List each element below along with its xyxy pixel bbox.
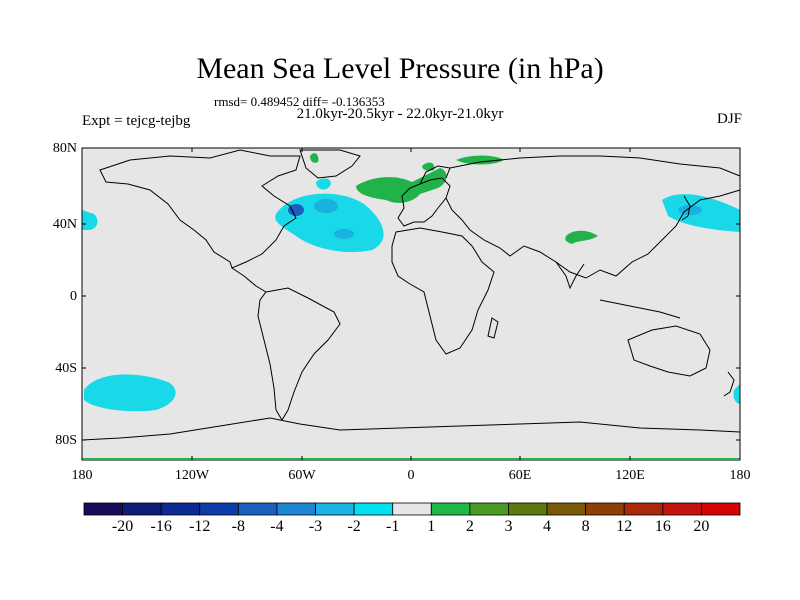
colorbar-box <box>199 502 239 516</box>
europe-coast <box>397 177 451 227</box>
central-asia-high <box>565 230 598 244</box>
colorbar-label: 20 <box>693 518 710 535</box>
antarctica-coast <box>81 417 741 441</box>
lat-label-80n: 80N <box>52 141 77 156</box>
lat-label-40s: 40S <box>55 361 77 376</box>
lat-label-80s: 80S <box>55 433 77 448</box>
greenland-coast <box>299 149 361 179</box>
colorbar-label: -12 <box>189 518 211 535</box>
new-zealand-coast <box>723 371 735 397</box>
experiment-label: Expt = tejcg-tejbg <box>82 113 191 129</box>
lon-label-180e: 180 <box>729 468 751 483</box>
colorbar-label: 16 <box>654 518 671 535</box>
north-atlantic-core <box>314 199 338 213</box>
south-atlantic-east-low <box>733 384 740 404</box>
lon-label-180w: 180 <box>71 468 93 483</box>
lon-label-120e: 120E <box>615 468 645 483</box>
colorbar-label: 3 <box>504 518 513 535</box>
axis-ticks <box>81 147 741 460</box>
india-coast <box>555 261 585 290</box>
lat-label-40n: 40N <box>52 217 77 232</box>
lon-label-0: 0 <box>407 468 415 483</box>
stats-text: rmsd= 0.489452 diff= -0.136353 <box>214 94 385 109</box>
colorbar-box <box>315 502 355 516</box>
colorbar-box <box>508 502 548 516</box>
australia-coast <box>627 325 711 377</box>
colorbar-box <box>237 502 278 516</box>
colorbar-label: 1 <box>427 518 436 535</box>
colorbar-box <box>83 502 123 516</box>
colorbar-box <box>122 502 162 516</box>
coastlines <box>81 149 741 441</box>
colorbar-box <box>392 502 432 516</box>
colorbar-box <box>276 502 316 516</box>
north-atlantic-core-2 <box>334 229 354 239</box>
colorbar <box>83 502 741 516</box>
colorbar-label: -1 <box>386 518 400 535</box>
colorbar-box <box>585 502 625 516</box>
south-america-coast <box>257 287 341 421</box>
arctic-high-1 <box>456 155 504 165</box>
colorbar-box <box>701 502 741 516</box>
map-title: Mean Sea Level Pressure (in hPa) <box>196 52 604 85</box>
colorbar-label: -2 <box>347 518 361 535</box>
season-label: DJF <box>716 111 742 127</box>
africa-coast <box>391 227 495 355</box>
scandinavia-coast <box>419 165 451 185</box>
colorbar-label: -16 <box>150 518 172 535</box>
lon-label-120w: 120W <box>174 468 210 483</box>
indonesia-coast <box>599 299 681 319</box>
colorbar-box <box>662 502 702 516</box>
colorbar-label: 8 <box>581 518 590 535</box>
colorbar-label: -8 <box>231 518 245 535</box>
south-pacific-low <box>84 374 176 412</box>
colorbar-box <box>353 502 394 516</box>
madagascar-coast <box>487 317 499 339</box>
lon-label-60w: 60W <box>288 468 316 483</box>
lat-label-0: 0 <box>70 289 77 304</box>
north-pacific-west-low <box>662 194 740 232</box>
north-pacific-east-low <box>82 210 98 230</box>
arctic-high-2 <box>310 153 319 163</box>
colorbar-box <box>160 502 201 516</box>
colorbar-label: 2 <box>465 518 474 535</box>
asia-coast <box>445 155 741 279</box>
lon-label-60e: 60E <box>508 468 532 483</box>
north-america-coast <box>99 149 301 269</box>
colorbar-label: -3 <box>308 518 323 535</box>
colorbar-box <box>469 502 509 516</box>
japan-coast <box>681 195 691 221</box>
colorbar-label: -4 <box>270 518 284 535</box>
east-coast-core <box>288 204 304 216</box>
arctic-negative-patch <box>316 178 331 190</box>
colorbar-box <box>546 502 587 516</box>
central-america-coast <box>231 267 267 293</box>
colorbar-label: 4 <box>543 518 552 535</box>
arctic-high-3 <box>422 162 435 171</box>
colorbar-box <box>430 502 471 516</box>
colorbar-label: 12 <box>616 518 633 535</box>
colorbar-label: -20 <box>111 518 134 535</box>
colorbar-box <box>623 502 664 516</box>
period-text: 21.0kyr-20.5kyr - 22.0kyr-21.0kyr <box>296 106 504 122</box>
